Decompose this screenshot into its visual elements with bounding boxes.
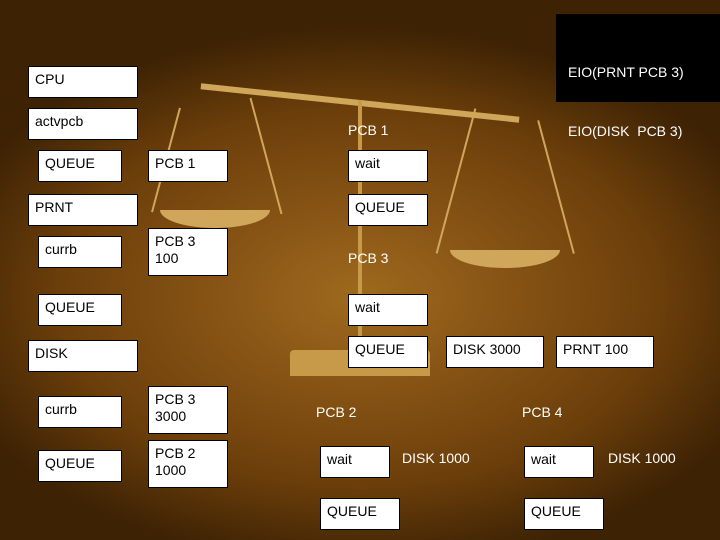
disk-queue-label: QUEUE [38,450,122,482]
pcb3-title: PCB 3 [348,250,388,266]
pcb4-wait-value: DISK 1000 [608,450,676,466]
call-stack-line: EIO(DISK PCB 3) [568,122,720,142]
pcb4-queue-label: QUEUE [524,498,604,530]
pcb3-queue-item: DISK 3000 [446,336,544,368]
prnt-currb-value: PCB 3 100 [148,228,228,276]
pcb2-queue-label: QUEUE [320,498,400,530]
pcb2-title: PCB 2 [316,404,356,420]
pcb3-queue-label: QUEUE [348,336,428,368]
disk-queue-value: PCB 2 1000 [148,440,228,488]
prnt-title: PRNT [28,194,138,226]
cpu-title: CPU [28,66,138,98]
cpu-actvpcb-value: PCB 1 [148,150,228,182]
pcb3-wait-label: wait [348,294,428,326]
pcb4-title: PCB 4 [522,404,562,420]
pcb4-wait-label: wait [524,446,594,478]
prnt-currb-label: currb [38,236,122,268]
cpu-actvpcb-label: actvpcb [28,108,138,140]
cpu-queue-label: QUEUE [38,150,122,182]
disk-title: DISK [28,340,138,372]
pcb1-queue-label: QUEUE [348,194,428,226]
pcb2-wait-label: wait [320,446,390,478]
call-stack-line: EIO(PRNT PCB 3) [568,63,720,83]
prnt-queue-label: QUEUE [38,294,122,326]
pcb1-wait-label: wait [348,150,428,182]
disk-currb-value: PCB 3 3000 [148,386,228,434]
pcb3-queue-item: PRNT 100 [556,336,654,368]
pcb2-wait-value: DISK 1000 [402,450,470,466]
call-stack: EIO(PRNT PCB 3) EIO(DISK PCB 3) [556,14,720,102]
pcb1-title: PCB 1 [348,122,388,138]
disk-currb-label: currb [38,396,122,428]
